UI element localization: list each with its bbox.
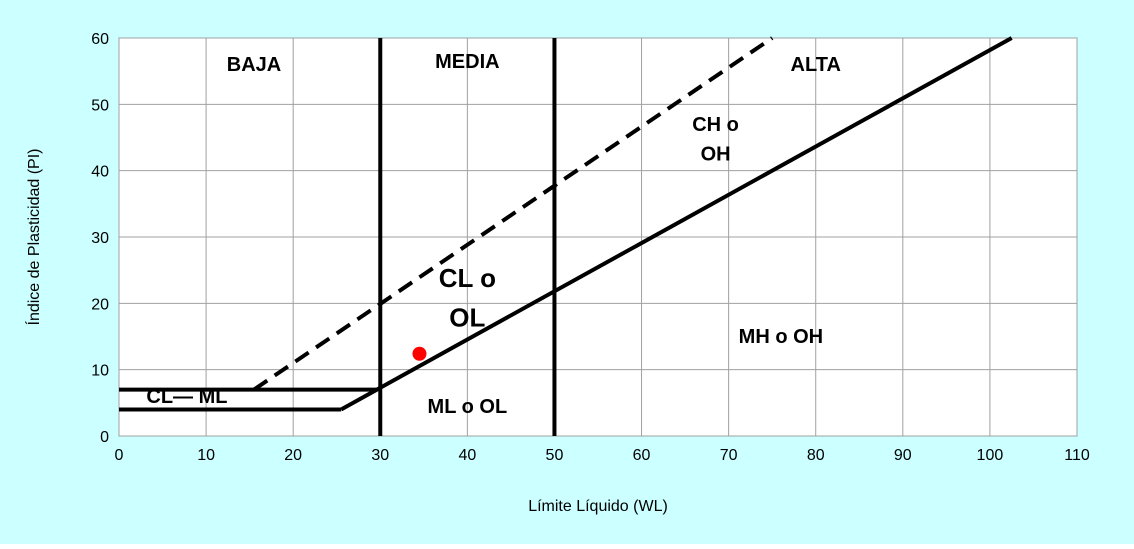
chart-line-a-line [340,36,1013,412]
y-tick-label: 10 [91,363,109,380]
region-label-alta: ALTA [791,54,841,76]
region-label-oh: OH [701,144,731,166]
x-tick-label: 110 [1064,447,1090,464]
region-label-media: MEDIA [435,51,499,73]
y-tick-label: 40 [91,164,109,181]
region-label-ml: ML o OL [428,396,508,418]
region-label-ch: CH o [692,114,739,136]
y-tick-label: 20 [91,296,109,313]
y-tick-label: 60 [91,31,109,48]
y-axis-label: Índice de Plasticidad (PI) [24,149,43,326]
chart-lines [119,36,1013,436]
y-tick-label: 0 [100,429,109,446]
x-tick-label: 60 [633,447,651,464]
data-point [412,346,427,361]
x-tick-label: 10 [197,447,215,464]
x-tick-label: 80 [807,447,825,464]
chart-line-u-line [252,36,774,392]
x-tick-label: 90 [894,447,912,464]
tick-labels: 0 10 20 30 40 50 60 70 80 90 100 110 0 10 20 30 40 50 60 [91,31,1090,464]
y-tick-label: 50 [91,97,109,114]
x-tick-label: 20 [284,447,302,464]
region-label-ol: OL [449,303,485,333]
region-label-baja: BAJA [227,54,281,76]
region-label-mh: MH o OH [739,326,823,348]
x-tick-label: 50 [546,447,564,464]
x-tick-label: 100 [977,447,1004,464]
region-label-clml: CL— ML [146,386,227,408]
x-tick-label: 30 [371,447,389,464]
region-labels: BAJA MEDIA ALTA CH o OH CL o OL MH o OH ML o OL C… [146,51,841,418]
region-label-cl: CL o [439,263,496,293]
x-tick-label: 40 [458,447,476,464]
x-axis-label: Límite Líquido (WL) [528,498,668,515]
x-tick-label: 70 [720,447,738,464]
data-points [412,346,427,361]
y-tick-label: 30 [91,230,109,247]
x-tick-label: 0 [115,447,124,464]
